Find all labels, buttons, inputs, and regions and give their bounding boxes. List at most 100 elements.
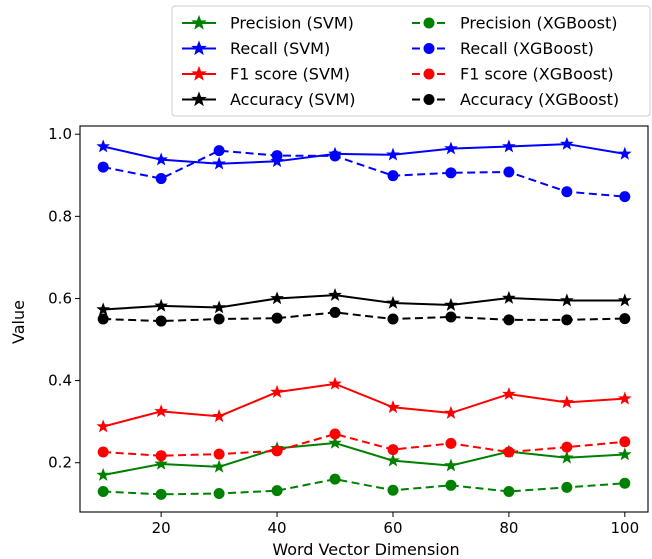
data-point-5-3 bbox=[271, 150, 283, 162]
data-point-7-2 bbox=[213, 313, 225, 325]
data-point-2-1 bbox=[154, 404, 168, 418]
legend-entry-3: Accuracy (SVM) bbox=[182, 90, 356, 109]
series-line-6 bbox=[103, 432, 625, 457]
series-5 bbox=[97, 145, 631, 203]
legend-entry-1: Recall (SVM) bbox=[182, 39, 330, 58]
series-2 bbox=[96, 376, 632, 433]
legend-entry-6: F1 score (XGBoost) bbox=[412, 65, 614, 84]
data-point-4-4 bbox=[329, 473, 341, 485]
plot-frame bbox=[79, 125, 649, 513]
data-point-7-6 bbox=[445, 311, 457, 323]
x-tick-label-2: 60 bbox=[383, 519, 402, 537]
data-point-7-7 bbox=[503, 314, 515, 326]
data-point-1-5 bbox=[386, 147, 400, 161]
data-point-5-2 bbox=[213, 145, 225, 157]
legend-entry-2: F1 score (SVM) bbox=[182, 65, 350, 84]
data-point-3-2 bbox=[212, 300, 226, 314]
data-point-3-3 bbox=[270, 291, 284, 305]
data-point-6-3 bbox=[271, 445, 283, 457]
data-point-2-2 bbox=[212, 409, 226, 423]
legend-label-4: Precision (XGBoost) bbox=[460, 14, 617, 33]
legend-marker-6 bbox=[423, 68, 435, 80]
y-tick-label-0: 0.2 bbox=[48, 454, 72, 472]
legend-marker-7 bbox=[423, 94, 435, 105]
data-point-4-5 bbox=[387, 484, 399, 496]
data-point-4-0 bbox=[97, 485, 109, 497]
x-tick-label-3: 80 bbox=[499, 519, 518, 537]
data-point-2-0 bbox=[96, 419, 110, 433]
data-point-3-6 bbox=[444, 297, 458, 311]
series-line-2 bbox=[102, 382, 625, 428]
plot-area bbox=[96, 136, 632, 500]
series-line-0 bbox=[102, 441, 625, 477]
data-point-5-4 bbox=[329, 150, 341, 162]
data-point-4-1 bbox=[155, 488, 167, 500]
series-4 bbox=[97, 473, 631, 500]
legend-label-5: Recall (XGBoost) bbox=[460, 39, 594, 58]
data-point-7-9 bbox=[619, 313, 631, 325]
legend-marker-5 bbox=[423, 43, 435, 54]
legend-label-6: F1 score (XGBoost) bbox=[460, 65, 614, 84]
data-point-0-9 bbox=[618, 447, 632, 461]
data-point-4-6 bbox=[445, 479, 457, 491]
x-tick-label-1: 40 bbox=[268, 519, 287, 537]
data-point-6-7 bbox=[503, 446, 515, 458]
legend-entry-4: Precision (XGBoost) bbox=[412, 14, 617, 33]
series-7 bbox=[97, 306, 631, 327]
legend-entry-7: Accuracy (XGBoost) bbox=[412, 90, 619, 109]
data-point-2-4 bbox=[328, 376, 342, 390]
data-point-4-3 bbox=[271, 485, 283, 497]
data-point-0-2 bbox=[212, 459, 226, 473]
data-point-0-6 bbox=[444, 458, 458, 472]
data-point-6-0 bbox=[97, 446, 109, 458]
data-point-7-4 bbox=[329, 306, 341, 318]
data-point-6-8 bbox=[561, 441, 573, 453]
legend-entry-0: Precision (SVM) bbox=[182, 14, 354, 33]
x-axis-label: Word Vector Dimension bbox=[272, 540, 459, 559]
y-tick-label-1: 0.4 bbox=[48, 372, 72, 390]
legend-marker-4 bbox=[423, 17, 435, 29]
data-point-0-0 bbox=[96, 467, 110, 481]
y-tick-label-4: 1.0 bbox=[48, 125, 72, 143]
data-point-7-1 bbox=[155, 315, 167, 327]
data-point-5-6 bbox=[445, 167, 457, 179]
data-point-7-8 bbox=[561, 314, 573, 326]
data-point-3-1 bbox=[154, 298, 168, 312]
data-point-1-2 bbox=[212, 156, 226, 170]
data-point-0-1 bbox=[154, 456, 168, 470]
data-point-4-2 bbox=[213, 488, 225, 500]
series-line-4 bbox=[103, 478, 625, 496]
data-point-7-5 bbox=[387, 313, 399, 325]
data-point-6-1 bbox=[155, 450, 167, 462]
legend-frame bbox=[171, 5, 651, 117]
data-point-3-7 bbox=[502, 290, 516, 304]
data-point-1-0 bbox=[96, 139, 110, 153]
data-point-5-7 bbox=[503, 166, 515, 178]
legend-label-2: F1 score (SVM) bbox=[230, 65, 350, 84]
data-point-6-2 bbox=[213, 448, 225, 460]
data-point-5-5 bbox=[387, 170, 399, 182]
legend-marker-0 bbox=[191, 14, 207, 30]
data-point-6-5 bbox=[387, 444, 399, 456]
x-tick-label-4: 100 bbox=[610, 519, 639, 537]
data-point-2-3 bbox=[270, 384, 284, 398]
data-point-0-4 bbox=[328, 435, 342, 449]
y-axis-label: Value bbox=[9, 300, 28, 344]
y-tick-label-3: 0.8 bbox=[48, 207, 72, 225]
data-point-1-7 bbox=[502, 139, 516, 153]
data-point-1-6 bbox=[444, 141, 458, 155]
legend-label-7: Accuracy (XGBoost) bbox=[460, 90, 619, 109]
legend-label-1: Recall (SVM) bbox=[230, 39, 330, 58]
axes: 20 40 60 80 100 0.2 0.4 0.6 0.8 1.0 bbox=[48, 125, 649, 537]
data-point-1-9 bbox=[618, 146, 632, 160]
data-point-1-1 bbox=[154, 152, 168, 166]
data-point-7-3 bbox=[271, 312, 283, 324]
legend-marker-1 bbox=[191, 40, 207, 56]
data-point-5-1 bbox=[155, 173, 167, 185]
data-point-6-6 bbox=[445, 437, 457, 449]
data-point-6-9 bbox=[619, 436, 631, 448]
data-point-2-6 bbox=[444, 405, 458, 419]
x-tick-label-0: 20 bbox=[152, 519, 171, 537]
data-point-5-8 bbox=[561, 186, 573, 198]
series-line-3 bbox=[103, 294, 625, 311]
